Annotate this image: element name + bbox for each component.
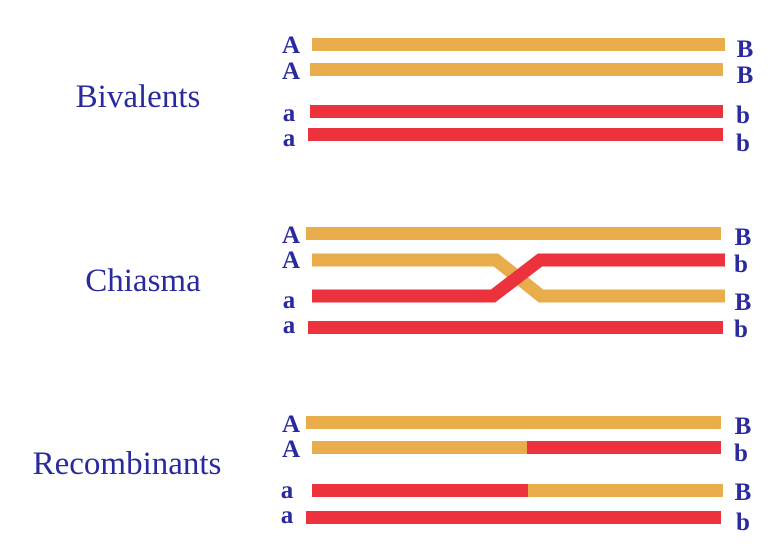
allele-label-right: B: [737, 62, 754, 89]
chromatid-gold: [310, 63, 723, 76]
allele-label-right: B: [737, 36, 754, 63]
allele-label-left: a: [283, 312, 296, 339]
chromatid-segment-gold: [312, 441, 527, 454]
chromatid-gold: [306, 416, 721, 429]
allele-label-right: B: [735, 479, 752, 506]
allele-label-right: b: [734, 316, 748, 343]
chromatid-segment-red: [312, 484, 528, 497]
panel-chiasma: Chiasma A A a a B b B b: [85, 222, 751, 343]
allele-label-right: b: [736, 130, 750, 157]
allele-label-right: b: [734, 251, 748, 278]
chromatid-gold: [306, 227, 721, 240]
panel-title: Recombinants: [33, 446, 222, 482]
allele-label-right: B: [735, 289, 752, 316]
allele-label-left: A: [282, 411, 300, 438]
allele-label-left: a: [283, 125, 296, 152]
allele-label-left: a: [283, 287, 296, 314]
allele-label-right: b: [736, 102, 750, 129]
allele-label-left: A: [282, 58, 300, 85]
allele-label-left: a: [283, 100, 296, 127]
panel-bivalents: Bivalents A A a a B B b b: [76, 32, 754, 157]
allele-label-right: b: [736, 509, 750, 536]
chromatid-gold: [312, 38, 725, 51]
allele-label-left: A: [282, 247, 300, 274]
allele-label-left: A: [282, 222, 300, 249]
chromatid-segment-red: [527, 441, 721, 454]
chromatid-red: [308, 321, 723, 334]
panel-recombinants: Recombinants A A a a B b B b: [33, 411, 752, 536]
panel-title: Chiasma: [85, 263, 201, 299]
chromatid-segment-gold: [528, 484, 723, 497]
allele-label-left: A: [282, 436, 300, 463]
chromatid-red: [310, 105, 723, 118]
allele-label-right: b: [734, 440, 748, 467]
panel-title: Bivalents: [76, 79, 201, 115]
allele-label-left: A: [282, 32, 300, 59]
allele-label-right: B: [735, 413, 752, 440]
allele-label-left: a: [281, 477, 294, 504]
allele-label-left: a: [281, 502, 294, 529]
allele-label-right: B: [735, 224, 752, 251]
chromatid-red: [308, 128, 723, 141]
crossover-strand-red: [312, 253, 725, 303]
chromatid-red: [306, 511, 721, 524]
